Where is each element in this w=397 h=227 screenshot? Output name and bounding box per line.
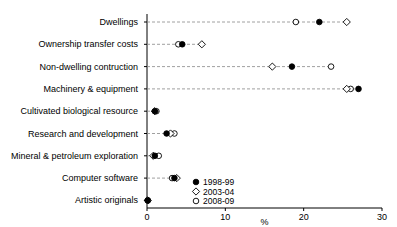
dot <box>179 42 185 48</box>
y-tick <box>144 178 147 179</box>
x-axis-label: % <box>260 217 268 227</box>
category-label: Mineral & petroleum exploration <box>11 151 138 161</box>
category-label: Ownership transfer costs <box>38 39 138 49</box>
y-tick <box>144 88 147 89</box>
category-label: Cultivated biological resource <box>20 106 138 116</box>
guide-line <box>147 66 331 67</box>
x-tick-label: 10 <box>220 212 230 222</box>
legend-marker <box>193 198 199 204</box>
y-tick <box>144 133 147 134</box>
dot <box>152 153 158 159</box>
guide-line <box>147 88 359 89</box>
x-tick <box>303 208 304 211</box>
category-label: Machinery & equipment <box>43 84 138 94</box>
dot <box>145 198 151 204</box>
dot <box>343 18 350 25</box>
dot <box>293 19 299 25</box>
dot <box>150 152 157 159</box>
y-tick <box>144 111 147 112</box>
dot <box>152 108 158 114</box>
legend-label: 2003-04 <box>203 187 234 197</box>
dot <box>269 63 276 70</box>
legend-label: 1998-99 <box>203 177 234 187</box>
legend-marker <box>192 188 199 195</box>
x-tick <box>382 208 383 211</box>
y-tick <box>144 155 147 156</box>
x-tick-label: 20 <box>299 212 309 222</box>
category-label: Non-dwelling contruction <box>39 62 138 72</box>
y-tick <box>144 44 147 45</box>
dot <box>144 197 151 204</box>
dot <box>356 86 362 92</box>
guide-line <box>147 44 202 45</box>
dot <box>151 108 158 115</box>
dot <box>328 64 334 70</box>
y-tick <box>144 66 147 67</box>
dot <box>343 85 350 92</box>
x-tick <box>225 208 226 211</box>
legend-label: 2008-09 <box>203 196 234 206</box>
x-tick <box>147 208 148 211</box>
category-label: Dwellings <box>99 17 138 27</box>
dot <box>164 131 170 137</box>
dot <box>289 64 295 70</box>
dot <box>145 198 151 204</box>
category-label: Computer software <box>62 173 138 183</box>
dot <box>172 175 178 181</box>
category-label: Artistic originals <box>75 195 139 205</box>
dot <box>317 19 323 25</box>
x-tick-label: 0 <box>144 212 149 222</box>
category-label: Research and development <box>28 129 139 139</box>
legend-marker <box>193 179 199 185</box>
y-tick <box>144 22 147 23</box>
dot <box>198 41 205 48</box>
y-tick <box>144 200 147 201</box>
x-tick-label: 30 <box>377 212 387 222</box>
x-axis <box>147 208 382 209</box>
